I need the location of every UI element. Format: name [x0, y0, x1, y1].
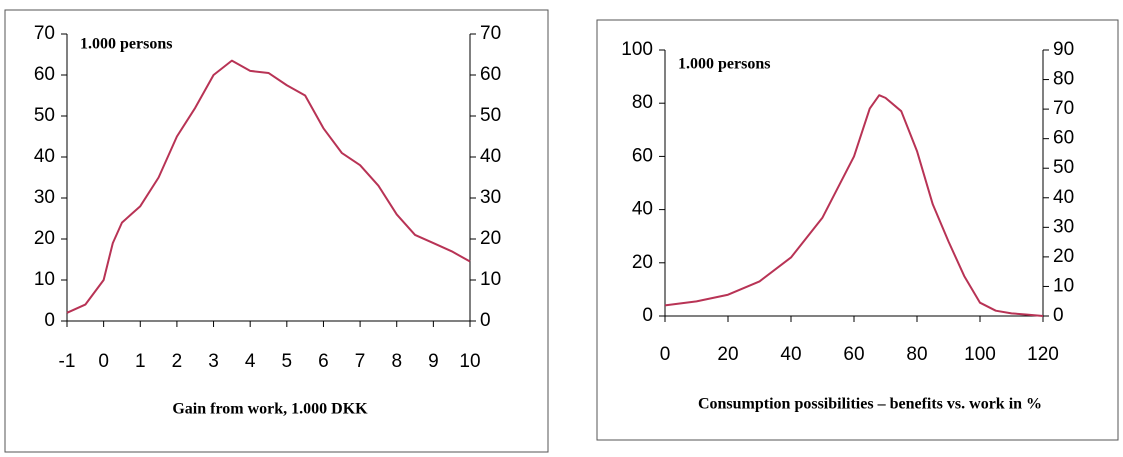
y2-tick-label: 30 — [1053, 216, 1074, 237]
x-tick-label: 4 — [245, 351, 256, 372]
x-tick-label: 1 — [135, 351, 146, 372]
y2-tick-label: 30 — [480, 187, 501, 208]
y2-tick-label: 60 — [480, 64, 501, 85]
x-tick-label: -1 — [59, 351, 76, 372]
x-axis-label: Consumption possibilities – benefits vs.… — [698, 396, 1042, 413]
x-tick-label: 9 — [428, 351, 439, 372]
y-tick-label: 30 — [34, 187, 55, 208]
y-tick-label: 20 — [632, 252, 653, 273]
x-tick-label: 2 — [172, 351, 183, 372]
x-axis-label: Gain from work, 1.000 DKK — [172, 401, 368, 418]
y-tick-label: 100 — [621, 39, 653, 60]
x-tick-label: 80 — [906, 344, 927, 365]
y-tick-label: 60 — [34, 64, 55, 85]
y2-tick-label: 60 — [1053, 128, 1074, 149]
y2-tick-label: 40 — [1053, 187, 1074, 208]
y-tick-label: 0 — [642, 305, 653, 326]
data-line — [664, 94, 1044, 317]
y-tick-label: 60 — [632, 145, 653, 166]
x-tick-label: 6 — [318, 351, 329, 372]
y2-tick-label: 70 — [480, 23, 501, 44]
x-tick-label: 10 — [459, 351, 480, 372]
y-tick-label: 40 — [632, 199, 653, 220]
y2-tick-label: 90 — [1053, 39, 1074, 60]
data-line — [66, 59, 471, 314]
y2-tick-label: 10 — [480, 269, 501, 290]
y2-tick-label: 80 — [1053, 69, 1074, 90]
annotation: 1.000 persons — [678, 56, 770, 73]
x-tick-label: 40 — [780, 344, 801, 365]
y2-tick-label: 0 — [480, 310, 491, 331]
x-tick-label: 0 — [98, 351, 109, 372]
y-tick-label: 70 — [34, 23, 55, 44]
chart-frame — [4, 9, 549, 453]
x-tick-label: 100 — [964, 344, 996, 365]
y2-tick-label: 20 — [1053, 246, 1074, 267]
y2-tick-label: 20 — [480, 228, 501, 249]
y-tick-label: 20 — [34, 228, 55, 249]
x-tick-label: 3 — [208, 351, 219, 372]
x-tick-label: 20 — [717, 344, 738, 365]
y-tick-label: 0 — [44, 310, 55, 331]
chart-frame — [596, 19, 1119, 441]
x-tick-label: 60 — [843, 344, 864, 365]
y-tick-label: 10 — [34, 269, 55, 290]
annotation: 1.000 persons — [80, 36, 172, 53]
y2-tick-label: 40 — [480, 146, 501, 167]
y2-tick-label: 10 — [1053, 275, 1074, 296]
x-tick-label: 120 — [1027, 344, 1059, 365]
y2-tick-label: 50 — [1053, 157, 1074, 178]
x-tick-label: 5 — [282, 351, 293, 372]
y2-tick-label: 70 — [1053, 98, 1074, 119]
y-tick-label: 40 — [34, 146, 55, 167]
x-tick-label: 8 — [391, 351, 402, 372]
x-tick-label: 0 — [660, 344, 671, 365]
y2-tick-label: 0 — [1053, 305, 1064, 326]
y-tick-label: 80 — [632, 92, 653, 113]
x-tick-label: 7 — [355, 351, 366, 372]
y-tick-label: 50 — [34, 105, 55, 126]
y2-tick-label: 50 — [480, 105, 501, 126]
